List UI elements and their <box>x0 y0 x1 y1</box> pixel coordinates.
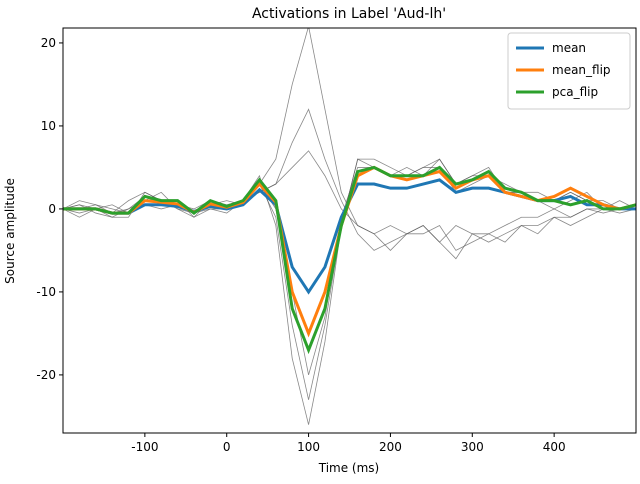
x-axis-label: Time (ms) <box>318 461 380 475</box>
legend-label: pca_flip <box>552 85 598 99</box>
line <box>63 165 636 355</box>
y-tick-label: 0 <box>48 202 56 216</box>
y-tick-label: -20 <box>36 368 56 382</box>
chart-title: Activations in Label 'Aud-lh' <box>252 6 446 22</box>
x-tick-label: 400 <box>543 440 566 454</box>
x-tick-label: -100 <box>131 440 158 454</box>
x-tick-label: 100 <box>297 440 320 454</box>
legend-label: mean_flip <box>552 63 611 77</box>
x-tick-label: 0 <box>223 440 231 454</box>
plot-frame <box>62 27 637 434</box>
x-tick-label: 300 <box>461 440 484 454</box>
line <box>63 150 636 251</box>
y-tick-label: 20 <box>41 36 56 50</box>
y-axis-label: Source amplitude <box>3 178 17 284</box>
y-tick-label: -10 <box>36 285 56 299</box>
x-tick-label: 200 <box>379 440 402 454</box>
legend <box>507 32 631 110</box>
legend-label: mean <box>552 41 586 55</box>
y-tick-label: 10 <box>41 119 56 133</box>
line <box>63 108 636 260</box>
